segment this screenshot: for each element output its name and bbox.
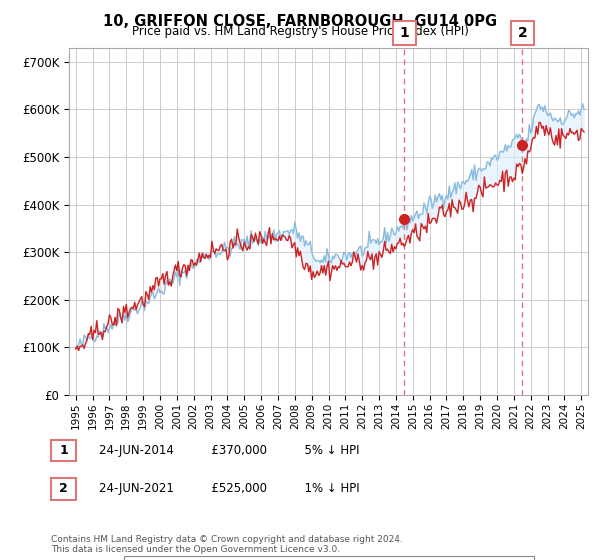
Text: 1: 1 [400, 26, 409, 40]
Text: Contains HM Land Registry data © Crown copyright and database right 2024.
This d: Contains HM Land Registry data © Crown c… [51, 535, 403, 554]
Text: 24-JUN-2014          £370,000          5% ↓ HPI: 24-JUN-2014 £370,000 5% ↓ HPI [99, 444, 359, 458]
Text: Price paid vs. HM Land Registry's House Price Index (HPI): Price paid vs. HM Land Registry's House … [131, 25, 469, 38]
Legend: 10, GRIFFON CLOSE, FARNBOROUGH, GU14 0PG (detached house), HPI: Average price, d: 10, GRIFFON CLOSE, FARNBOROUGH, GU14 0PG… [124, 556, 533, 560]
Text: 24-JUN-2021          £525,000          1% ↓ HPI: 24-JUN-2021 £525,000 1% ↓ HPI [99, 482, 359, 496]
Text: 2: 2 [517, 26, 527, 40]
Text: 2: 2 [59, 482, 68, 496]
Text: 1: 1 [59, 444, 68, 458]
Text: 10, GRIFFON CLOSE, FARNBOROUGH, GU14 0PG: 10, GRIFFON CLOSE, FARNBOROUGH, GU14 0PG [103, 14, 497, 29]
